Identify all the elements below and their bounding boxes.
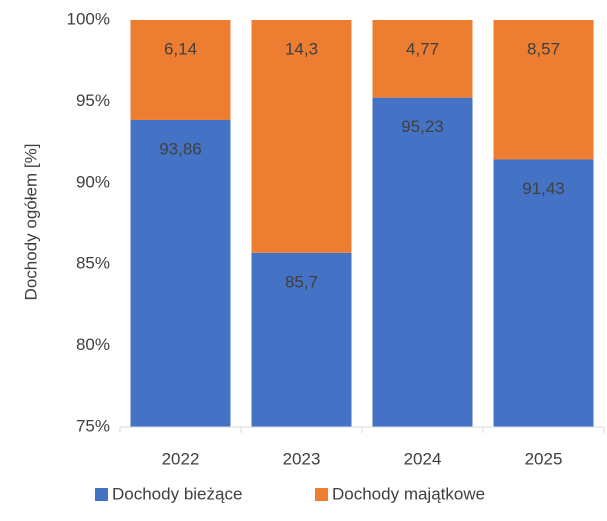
x-tick-label: 2023 xyxy=(283,449,321,468)
bar-segment xyxy=(372,97,473,427)
y-tick-label: 75% xyxy=(76,416,110,435)
y-axis-label: Dochody ogółem [%] xyxy=(21,144,40,301)
data-label: 8,57 xyxy=(527,39,560,58)
data-label: 4,77 xyxy=(406,39,439,58)
bar-segment xyxy=(130,119,231,427)
bar-segment xyxy=(130,20,231,120)
bar-segment xyxy=(493,159,594,427)
data-label: 6,14 xyxy=(164,39,197,58)
legend-label: Dochody bieżące xyxy=(112,484,242,503)
x-tick-label: 2025 xyxy=(525,449,563,468)
bar-segment xyxy=(251,20,352,253)
data-label: 85,7 xyxy=(285,272,318,291)
data-label: 95,23 xyxy=(401,117,444,136)
y-tick-label: 95% xyxy=(76,91,110,110)
x-tick-label: 2024 xyxy=(404,449,442,468)
y-tick-label: 80% xyxy=(76,335,110,354)
data-label: 14,3 xyxy=(285,39,318,58)
x-tick-label: 2022 xyxy=(162,449,200,468)
legend-label: Dochody majątkowe xyxy=(332,484,485,503)
data-label: 91,43 xyxy=(522,179,565,198)
bar-segment xyxy=(251,252,352,427)
legend-swatch xyxy=(315,488,328,501)
bar-segment xyxy=(493,20,594,160)
y-tick-label: 90% xyxy=(76,172,110,191)
y-tick-label: 85% xyxy=(76,254,110,273)
data-label: 93,86 xyxy=(159,139,202,158)
bar-segment xyxy=(372,20,473,98)
legend-swatch xyxy=(95,488,108,501)
y-tick-label: 100% xyxy=(67,9,110,28)
